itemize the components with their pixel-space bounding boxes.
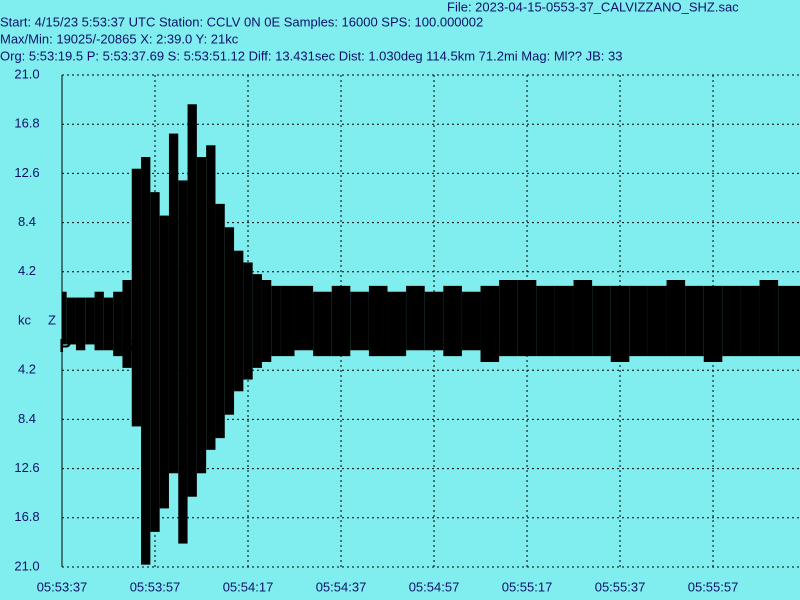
waveform-envelope: [122, 280, 132, 368]
waveform-envelope: [206, 145, 216, 450]
info-line: Max/Min: 19025/-20865 X: 2:39.0 Y: 21kc: [0, 31, 239, 46]
x-tick-label: 05:55:37: [595, 579, 646, 594]
waveform-envelope: [159, 215, 169, 509]
waveform-envelope: [461, 291, 481, 351]
waveform-envelope: [368, 285, 388, 357]
waveform-envelope: [224, 227, 235, 415]
waveform-envelope: [554, 285, 574, 357]
y-tick-label: 12.6: [14, 165, 39, 180]
y-tick-label: 21.0: [14, 558, 39, 573]
waveform-envelope: [280, 285, 295, 357]
waveform-envelope: [261, 280, 272, 362]
waveform-envelope: [592, 285, 611, 357]
waveform-envelope: [536, 285, 555, 357]
phase-pick: S: [122, 336, 134, 356]
x-tick-label: 05:55:57: [688, 579, 739, 594]
waveform-envelope: [66, 297, 76, 345]
waveform-envelope: [740, 285, 760, 357]
waveform-envelope: [703, 285, 723, 362]
waveform-envelope: [85, 297, 95, 345]
waveform-envelope: [331, 285, 351, 357]
waveform-envelope: [313, 291, 332, 357]
y-tick-label: 4.2: [18, 362, 36, 377]
info-line: Org: 5:53:19.5 P: 5:53:37.69 S: 5:53:51.…: [0, 48, 622, 63]
y-tick-label: 4.2: [18, 263, 36, 278]
x-tick-label: 05:54:57: [409, 579, 460, 594]
waveform-envelope: [387, 291, 407, 357]
waveform-envelope: [187, 104, 197, 497]
waveform-envelope: [647, 285, 667, 357]
waveform-envelope: [234, 250, 244, 392]
waveform-envelope: [294, 285, 314, 351]
waveform-envelope: [350, 291, 369, 351]
y-tick-label: 8.4: [18, 411, 36, 426]
waveform-envelope: [103, 297, 114, 351]
channel-label: Z: [48, 312, 56, 327]
waveform-envelope: [722, 285, 741, 357]
waveform-envelope: [150, 192, 160, 532]
waveform-envelope: [243, 262, 253, 380]
x-tick-label: 05:54:17: [223, 579, 274, 594]
waveform-envelope: [168, 133, 179, 474]
waveform-envelope: [778, 285, 800, 357]
x-tick-label: 05:54:37: [316, 579, 367, 594]
waveform-envelope: [406, 285, 425, 351]
y-axis-label: kc: [18, 312, 32, 327]
y-tick-label: 21.0: [14, 66, 39, 81]
y-tick-label: 16.8: [14, 116, 39, 131]
file-name: File: 2023-04-15-0553-37_CALVIZZANO_SHZ.…: [447, 0, 739, 14]
waveform-envelope: [424, 291, 444, 351]
waveform-envelope: [113, 291, 123, 357]
waveform-envelope: [517, 280, 537, 357]
waveform-envelope: [499, 280, 518, 357]
waveform-envelope: [94, 291, 104, 351]
y-tick-label: 8.4: [18, 214, 36, 229]
waveform-envelope: [573, 280, 593, 357]
waveform-envelope: [443, 285, 462, 357]
waveform-envelope: [271, 285, 281, 357]
info-line: Start: 4/15/23 5:53:37 UTC Station: CCLV…: [0, 14, 483, 29]
waveform-envelope: [215, 203, 225, 439]
waveform-envelope: [666, 280, 686, 357]
waveform-envelope: [480, 285, 500, 362]
x-tick-label: 05:55:17: [502, 579, 553, 594]
waveform-envelope: [131, 168, 142, 427]
waveform-envelope: [629, 285, 648, 357]
waveform-envelope: [178, 180, 188, 544]
x-tick-label: 05:53:57: [130, 579, 181, 594]
waveform-envelope: [75, 297, 86, 351]
waveform-envelope: [610, 285, 630, 362]
waveform-envelope: [141, 157, 151, 565]
waveform-envelope: [759, 280, 779, 357]
x-tick-label: 05:53:37: [37, 579, 88, 594]
waveform-envelope: [62, 291, 67, 345]
y-tick-label: 16.8: [14, 509, 39, 524]
phase-pick: P: [59, 336, 71, 356]
waveform-envelope: [685, 285, 704, 357]
y-tick-label: 12.6: [14, 460, 39, 475]
waveform-envelope: [196, 157, 207, 474]
waveform-envelope: [252, 274, 262, 368]
